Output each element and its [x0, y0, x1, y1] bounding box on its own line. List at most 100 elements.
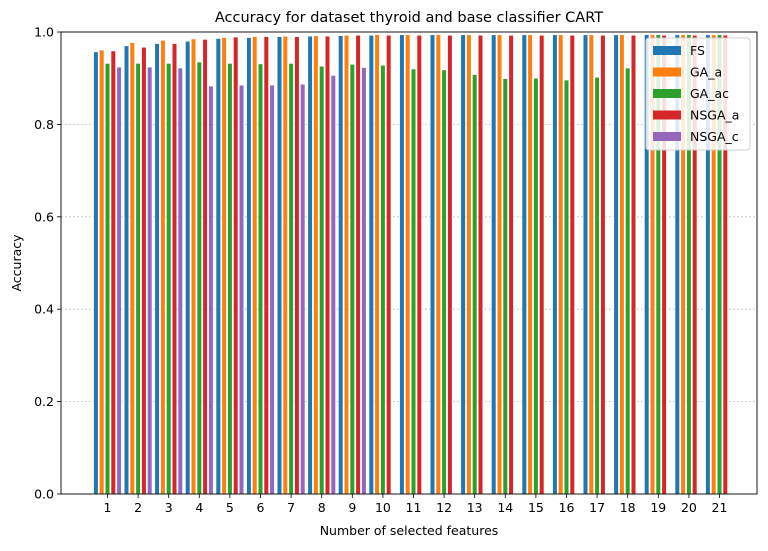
bar-GA_ac-15	[533, 77, 539, 495]
legend-label-FS: FS	[690, 43, 705, 58]
x-tick-label: 18	[620, 500, 636, 515]
y-tick-label: 0.4	[34, 302, 54, 317]
x-axis-ticks: 1 2 3 4 5 6 7 8 9 10 11 12 13 14 15 16 17 18 19 20 21	[104, 494, 728, 515]
x-tick-label: 10	[375, 500, 391, 515]
x-axis-label: Number of selected features	[320, 523, 499, 538]
x-tick-label: 13	[467, 500, 483, 515]
bar-NSGA_c-9	[361, 67, 367, 495]
bar-GA_a-5	[221, 37, 227, 495]
legend-swatch-GA_a	[653, 67, 681, 77]
x-tick-label: 6	[257, 500, 265, 515]
bar-GA_ac-18	[625, 67, 631, 495]
bar-GA_ac-4	[196, 61, 202, 495]
x-tick-label: 20	[681, 500, 697, 515]
legend-box	[645, 37, 751, 151]
bar-FS-16	[552, 34, 558, 495]
bar-NSGA_a-4	[202, 39, 208, 495]
bar-GA_ac-7	[288, 63, 294, 495]
x-tick-label: 21	[712, 500, 728, 515]
bar-GA_ac-12	[441, 69, 447, 495]
chart-title: Accuracy for dataset thyroid and base cl…	[215, 10, 603, 26]
x-tick-label: 5	[226, 500, 234, 515]
bar-NSGA_a-18	[630, 34, 637, 495]
bar-GA_ac-5	[227, 63, 233, 495]
bar-GA_a-13	[466, 34, 472, 495]
bar-FS-4	[185, 40, 191, 495]
bar-NSGA_a-12	[447, 34, 453, 495]
bar-FS-5	[215, 38, 221, 495]
bar-GA_ac-2	[135, 63, 141, 495]
bar-FS-18	[613, 34, 619, 495]
y-tick-label: 0.8	[34, 117, 54, 132]
bar-GA_a-3	[160, 40, 166, 495]
bar-NSGA_c-2	[147, 66, 153, 495]
bar-NSGA_a-3	[171, 43, 178, 495]
bar-GA_a-16	[558, 34, 564, 495]
bar-GA_ac-17	[594, 76, 600, 495]
axes	[60, 31, 758, 495]
x-tick-label: 9	[348, 500, 356, 515]
x-tick-label: 4	[195, 500, 203, 515]
bar-FS-10	[368, 34, 374, 495]
x-tick-label: 19	[650, 500, 666, 515]
bar-NSGA_a-6	[263, 36, 269, 495]
x-tick-label: 7	[287, 500, 295, 515]
x-tick-label: 15	[528, 500, 544, 515]
bar-FS-15	[521, 34, 527, 495]
bar-NSGA_a-9	[355, 34, 361, 495]
bar-GA_a-18	[619, 34, 625, 495]
bar-GA_a-2	[129, 42, 135, 495]
bar-GA_a-4	[190, 38, 197, 495]
bar-NSGA_a-15	[539, 34, 545, 495]
bar-NSGA_a-2	[141, 46, 147, 495]
bar-NSGA_a-14	[508, 34, 514, 495]
plot-frame	[60, 31, 758, 495]
bar-GA_ac-16	[563, 79, 570, 495]
bar-NSGA_c-8	[330, 75, 336, 495]
y-tick-label: 0.0	[34, 487, 54, 502]
legend-label-NSGA_a: NSGA_a	[690, 108, 739, 123]
bar-GA_a-17	[588, 34, 594, 495]
legend-swatch-GA_ac	[653, 89, 681, 98]
bar-GA_a-10	[374, 34, 380, 495]
bar-GA_ac-14	[502, 78, 508, 495]
bar-NSGA_a-5	[233, 36, 239, 495]
bar-NSGA_a-8	[324, 35, 331, 495]
x-tick-label: 1	[104, 500, 112, 515]
bar-NSGA_c-6	[269, 84, 275, 495]
bar-GA_a-9	[343, 34, 350, 495]
x-tick-label: 16	[559, 500, 575, 515]
x-tick-label: 11	[406, 500, 422, 515]
y-axis-ticks: 0.0 0.2 0.4 0.6 0.8 1.0	[34, 25, 61, 502]
bar-NSGA_a-16	[569, 34, 575, 495]
bar-FS-11	[399, 34, 405, 495]
bar-NSGA_c-1	[116, 66, 122, 495]
bar-FS-7	[276, 36, 283, 495]
x-tick-label: 2	[134, 500, 142, 515]
legend-label-GA_ac: GA_ac	[690, 86, 729, 101]
legend-label-GA_a: GA_a	[690, 65, 722, 80]
bar-NSGA_a-11	[416, 34, 422, 495]
bar-GA_ac-8	[319, 65, 325, 495]
bar-GA_a-11	[405, 34, 411, 495]
legend-swatch-NSGA_c	[653, 132, 681, 141]
y-tick-label: 0.2	[34, 394, 54, 409]
legend-swatch-FS	[653, 46, 681, 55]
legend-label-NSGA_c: NSGA_c	[690, 129, 739, 144]
bar-FS-3	[154, 43, 160, 495]
legend: FS GA_a GA_ac NSGA_a NSGA_c	[645, 37, 751, 151]
bar-FS-14	[491, 34, 497, 495]
bar-NSGA_c-5	[238, 84, 245, 495]
bar-NSGA_c-7	[300, 83, 306, 495]
bar-GA_ac-3	[166, 63, 172, 495]
bar-NSGA_a-7	[294, 36, 300, 495]
x-tick-label: 12	[436, 500, 452, 515]
bar-GA_ac-10	[380, 64, 386, 495]
bar-FS-6	[246, 37, 252, 495]
bar-FS-2	[123, 45, 130, 495]
bar-GA_ac-6	[257, 63, 264, 495]
bar-FS-13	[460, 34, 466, 495]
x-tick-label: 3	[165, 500, 173, 515]
bar-NSGA_a-10	[386, 34, 392, 495]
